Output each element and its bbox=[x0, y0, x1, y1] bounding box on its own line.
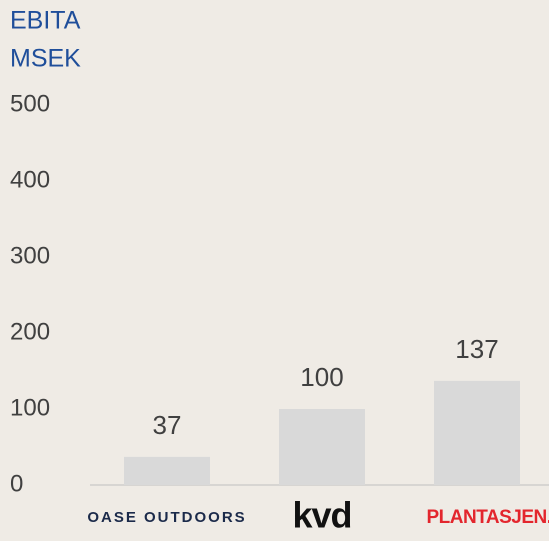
chart-title: EBITA bbox=[10, 7, 81, 35]
y-tick-label: 300 bbox=[10, 242, 50, 269]
x-tick-label: kvd bbox=[292, 495, 351, 536]
y-tick-label: 400 bbox=[10, 166, 50, 193]
y-tick-label: 200 bbox=[10, 318, 50, 345]
y-tick-label: 100 bbox=[10, 394, 50, 421]
x-tick-label: PLANTASJEN. bbox=[426, 507, 549, 528]
chart-title: MSEK bbox=[10, 45, 81, 73]
bar bbox=[124, 456, 210, 485]
data-label: 37 bbox=[153, 410, 182, 440]
bar bbox=[434, 380, 520, 485]
y-tick-label: 0 bbox=[10, 470, 23, 497]
y-tick-label: 500 bbox=[10, 90, 50, 117]
data-label: 137 bbox=[455, 334, 498, 364]
x-tick-label: OASE OUTDOORS bbox=[87, 509, 246, 526]
data-label: 100 bbox=[300, 362, 343, 392]
bar bbox=[279, 409, 365, 485]
